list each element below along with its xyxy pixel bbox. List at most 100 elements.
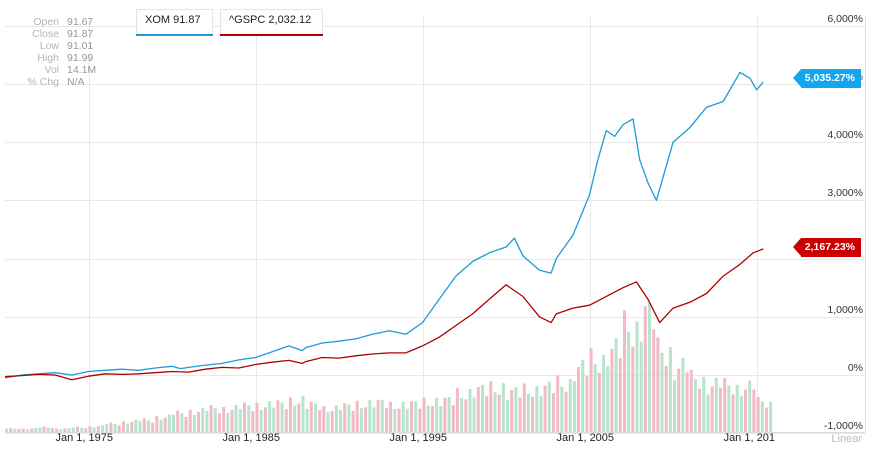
quote-key: % Chg <box>27 76 59 88</box>
volume-bar <box>410 401 413 432</box>
volume-bar <box>209 405 213 432</box>
volume-bar <box>618 358 622 432</box>
volume-bar <box>230 410 234 432</box>
legend-gspc[interactable]: ^GSPC 2,032.12 <box>220 9 323 36</box>
volume-bar <box>760 401 764 432</box>
volume-bar <box>497 394 501 432</box>
volume-bar <box>627 331 631 432</box>
volume-bar <box>526 393 530 432</box>
volume-bar <box>739 396 743 432</box>
volume-bar <box>13 428 17 432</box>
volume-bar <box>147 420 150 432</box>
volume-bar <box>485 396 489 432</box>
volume-bar <box>385 407 388 432</box>
quote-value: 14.1M <box>67 64 97 76</box>
volume-bar <box>5 428 8 432</box>
volume-bar <box>447 397 451 432</box>
volume-bar <box>197 412 201 432</box>
volume-bar <box>414 401 418 432</box>
volume-bar <box>280 402 284 432</box>
volume-bar <box>664 365 668 432</box>
volume-bar <box>180 413 184 432</box>
volume-bar <box>17 429 21 432</box>
volume-bar <box>288 397 292 432</box>
volume-bar <box>113 424 117 432</box>
volume-bar <box>610 348 614 432</box>
volume-bar <box>372 407 376 432</box>
volume-bar <box>685 372 689 432</box>
volume-bar <box>606 366 610 432</box>
volume-bar <box>673 380 677 432</box>
quote-value: 91.87 <box>67 28 94 40</box>
volume-bar <box>735 384 739 432</box>
volume-bar <box>652 329 656 432</box>
quote-row: % Chg N/A <box>14 76 96 88</box>
legend-xom[interactable]: XOM 91.87 <box>136 9 213 36</box>
volume-bar <box>531 397 535 432</box>
volume-bar <box>88 426 92 432</box>
volume-bar <box>188 409 192 432</box>
volume-bar <box>451 405 455 432</box>
legend-xom-label: XOM 91.87 <box>145 14 201 26</box>
volume-bar <box>443 397 447 432</box>
volume-bar <box>355 400 359 432</box>
volume-bar <box>393 408 397 432</box>
volume-bar <box>314 403 317 432</box>
volume-bar <box>643 306 647 432</box>
volume-bar <box>201 407 205 432</box>
volume-bar <box>63 428 67 432</box>
quote-row: High 91.99 <box>14 52 96 64</box>
volume-bar <box>556 375 560 432</box>
x-tick-label: Jan 1, 1985 <box>222 432 281 444</box>
volume-bar <box>176 410 180 432</box>
volume-bar <box>430 406 434 432</box>
volume-bar <box>243 402 246 432</box>
volume-bar <box>163 417 167 432</box>
quote-key: Close <box>32 28 59 40</box>
volume-bar <box>631 346 635 432</box>
quote-key: Vol <box>44 64 59 76</box>
volume-bar <box>159 419 163 432</box>
volume-bar <box>455 388 459 432</box>
x-tick-label: Jan 1, 1975 <box>55 432 114 444</box>
volume-bar <box>96 426 100 432</box>
quote-value: 91.01 <box>67 40 94 52</box>
volume-bar <box>46 427 50 432</box>
x-tick-label: Jan 1, 2005 <box>556 432 615 444</box>
volume-bar <box>731 394 735 432</box>
volume-bar <box>589 348 593 432</box>
y-tick-label: 1,000% <box>827 303 863 316</box>
volume-bar <box>547 381 551 432</box>
series-line-xom <box>4 71 764 379</box>
volume-bar <box>635 321 639 432</box>
volume-bar <box>426 405 430 432</box>
volume-bar <box>693 379 697 432</box>
volume-bar <box>42 426 46 432</box>
volume-bar <box>247 405 251 432</box>
volume-bar <box>493 392 497 432</box>
volume-bar <box>359 408 363 432</box>
y-tick-label: -1,000% <box>823 420 863 433</box>
volume-bar <box>263 407 267 432</box>
volume-bar <box>568 379 572 432</box>
volume-bar <box>752 389 756 432</box>
volume-bar <box>259 409 263 432</box>
volume-bar <box>401 401 405 432</box>
volume-bar <box>460 397 464 432</box>
y-tick-label: 3,000% <box>827 187 863 200</box>
quote-row: Low 91.01 <box>14 40 96 52</box>
volume-bar <box>351 410 355 432</box>
volume-bar <box>130 421 134 432</box>
volume-bar <box>138 421 142 432</box>
volume-bar <box>255 402 259 432</box>
volume-bar <box>105 424 109 432</box>
volume-bar <box>623 310 626 432</box>
volume-bar <box>192 414 196 432</box>
volume-bar <box>698 388 702 432</box>
volume-bar <box>38 427 42 432</box>
volume-bar <box>727 385 731 432</box>
scale-toggle[interactable]: Linear <box>831 433 862 445</box>
volume-bar <box>602 354 606 432</box>
volume-bar <box>464 399 468 432</box>
